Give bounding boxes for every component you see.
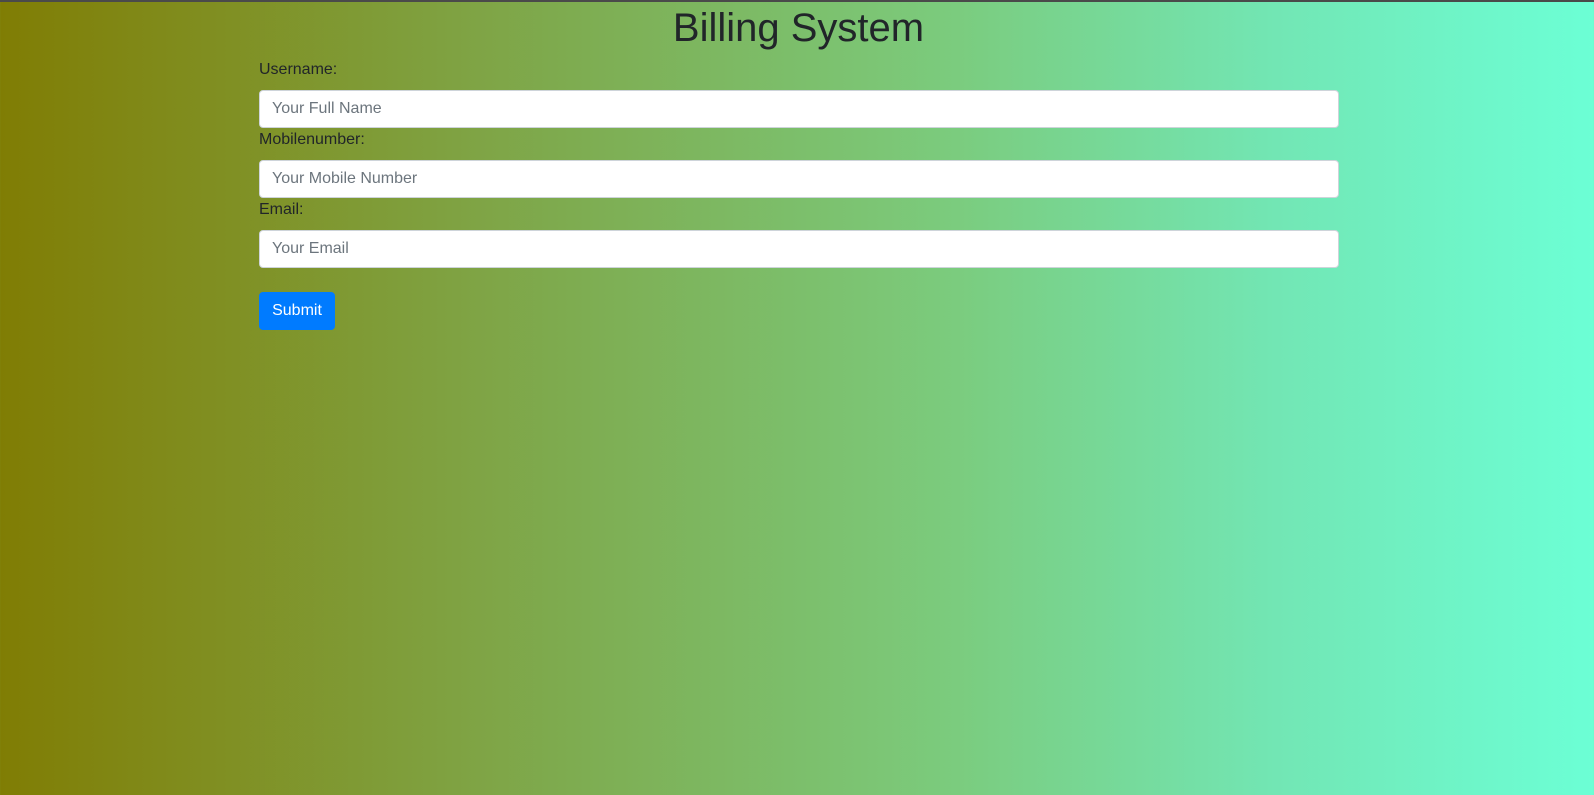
billing-form: Username: Mobilenumber: Email: bbox=[259, 58, 1339, 268]
submit-button[interactable]: Submit bbox=[259, 292, 335, 330]
page-title: Billing System bbox=[672, 6, 925, 50]
email-label: Email: bbox=[259, 201, 304, 218]
username-label: Username: bbox=[259, 61, 338, 78]
mobile-label: Mobilenumber: bbox=[259, 131, 365, 148]
email-input[interactable] bbox=[259, 230, 1339, 268]
mobile-number-input[interactable] bbox=[259, 160, 1339, 198]
mobile-group: Mobilenumber: bbox=[259, 128, 1339, 198]
username-group: Username: bbox=[259, 58, 1339, 128]
email-group: Email: bbox=[259, 198, 1339, 268]
username-input[interactable] bbox=[259, 90, 1339, 128]
top-border bbox=[0, 0, 1594, 2]
